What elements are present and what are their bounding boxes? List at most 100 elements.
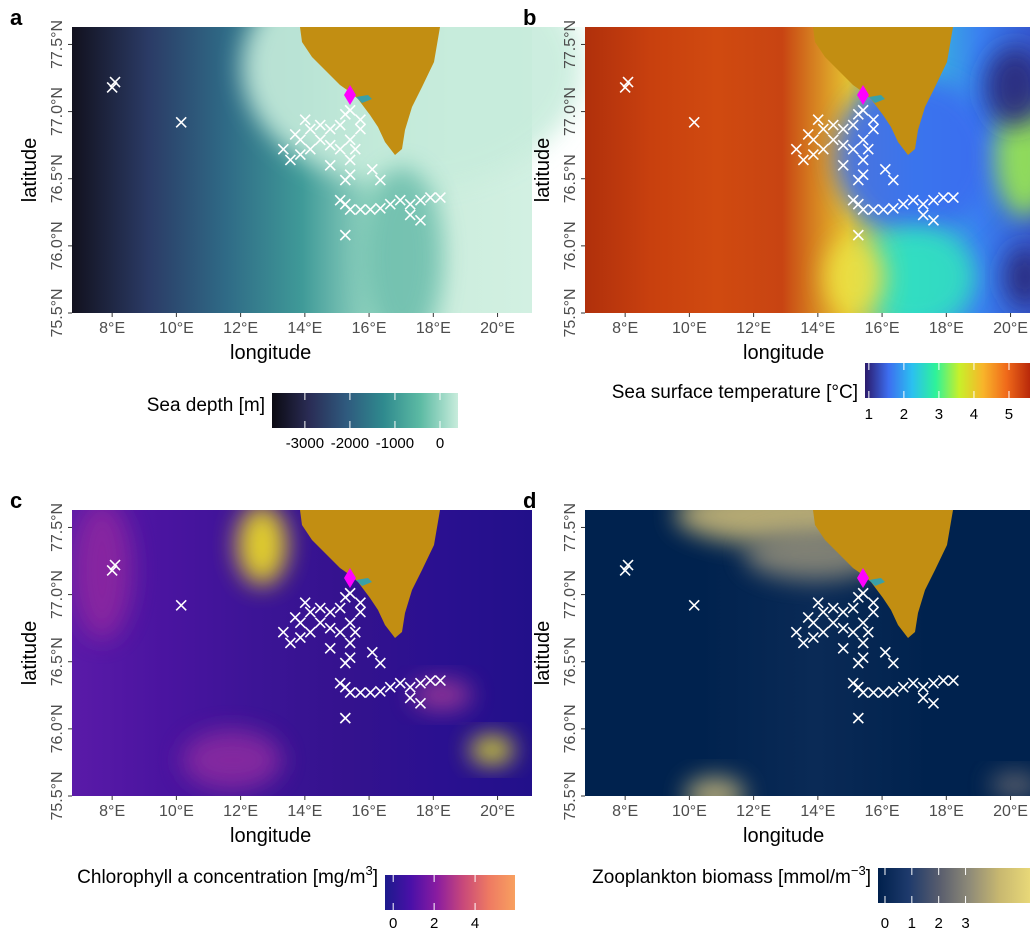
legend-title: Zooplankton biomass [mmol/m−3] — [592, 863, 871, 888]
y-tick-label: 76.5°N — [562, 154, 579, 203]
station-marker — [827, 134, 839, 146]
station-marker — [879, 646, 891, 658]
colorbar — [878, 868, 1030, 903]
x-tick-label: 20°E — [480, 803, 515, 820]
station-marker — [862, 626, 874, 638]
station-marker — [374, 685, 386, 697]
station-marker — [857, 104, 869, 116]
y-tick-label: 75.5°N — [562, 771, 579, 820]
y-tick-label: 76.0°N — [562, 704, 579, 753]
station-marker — [304, 123, 316, 135]
station-marker — [324, 606, 336, 618]
station-marker — [349, 626, 361, 638]
station-marker — [802, 611, 814, 623]
colorbar — [272, 393, 458, 428]
x-tick-label: 8°E — [99, 320, 125, 337]
station-marker — [852, 229, 864, 241]
y-axis-label: latitude — [532, 621, 554, 686]
station-marker — [354, 123, 366, 135]
station-marker — [688, 599, 700, 611]
station-marker — [414, 214, 427, 226]
station-marker — [394, 194, 406, 206]
x-tick-label: 16°E — [865, 320, 900, 337]
station-marker — [837, 123, 849, 135]
station-marker — [294, 148, 306, 161]
y-tick-label: 76.0°N — [562, 221, 579, 270]
station-marker — [817, 123, 829, 135]
colorbar-tick-label: -2000 — [331, 435, 369, 452]
station-marker — [304, 143, 316, 155]
legend-title-text: Zooplankton biomass [mmol/m — [592, 867, 851, 888]
station-marker — [927, 194, 940, 206]
station-marker — [344, 204, 356, 216]
map-area — [585, 27, 1030, 313]
map-area — [72, 27, 582, 313]
station-marker — [324, 622, 336, 634]
station-marker — [847, 194, 859, 206]
station-marker — [424, 674, 436, 687]
legend-title-end: ] — [866, 867, 871, 888]
x-tick-label: 8°E — [612, 320, 638, 337]
colorbar-legend: Sea depth [m] -3000 -2000 -1000 0 — [147, 393, 458, 452]
station-marker — [344, 617, 356, 629]
station-marker — [344, 587, 356, 599]
station-marker — [947, 191, 959, 204]
station-marker — [797, 637, 809, 649]
station-marker — [344, 104, 356, 116]
station-marker — [404, 209, 416, 221]
station-marker — [314, 134, 326, 146]
station-marker — [807, 148, 819, 161]
y-tick-label: 76.5°N — [562, 637, 579, 686]
x-tick-label: 16°E — [865, 803, 900, 820]
station-marker — [384, 198, 396, 210]
station-marker — [334, 119, 346, 131]
x-tick-label: 18°E — [929, 320, 964, 337]
station-marker — [887, 657, 899, 669]
x-tick-label: 8°E — [612, 803, 638, 820]
station-marker — [277, 143, 289, 155]
y-tick-label: 75.5°N — [49, 288, 66, 337]
colorbar-legend: Zooplankton biomass [mmol/m−3] 0 1 2 3 — [592, 863, 1030, 932]
fjord — [356, 578, 372, 586]
map-panel: 8°E 10°E 12°E 14°E 16°E 18°E 20°E 75.5°N 76.0°N 7… — [532, 20, 1030, 364]
station-marker — [812, 114, 824, 126]
station-marker — [897, 681, 909, 693]
station-marker — [857, 617, 869, 629]
station-marker — [817, 626, 829, 638]
fjord — [869, 95, 885, 103]
map-patch — [990, 773, 1030, 796]
station-marker — [907, 677, 919, 689]
station-marker — [434, 674, 446, 687]
station-marker — [847, 602, 859, 614]
station-marker — [837, 642, 849, 654]
station-marker — [688, 116, 700, 128]
station-marker — [354, 597, 366, 609]
station-marker — [862, 143, 874, 155]
y-tick-label: 76.5°N — [49, 637, 66, 686]
colorbar-tick-label: 4 — [970, 406, 978, 423]
map-patch — [995, 97, 1030, 217]
map-patch — [237, 510, 287, 585]
colorbar — [865, 363, 1030, 398]
station-marker — [917, 198, 929, 210]
x-tick-label: 10°E — [672, 320, 707, 337]
x-tick-label: 20°E — [993, 803, 1028, 820]
station-marker — [817, 606, 829, 618]
station-marker — [897, 198, 909, 210]
y-tick-label: 77.5°N — [49, 20, 66, 69]
station-marker — [887, 685, 899, 697]
panel-letter: b — [523, 5, 536, 30]
station-marker — [354, 606, 366, 618]
x-tick-label: 12°E — [223, 803, 258, 820]
station-marker — [324, 139, 336, 151]
station-marker — [867, 606, 879, 618]
station-marker — [364, 687, 376, 699]
station-marker — [927, 697, 940, 709]
station-marker — [304, 626, 316, 638]
colorbar-tick-label: 2 — [900, 406, 908, 423]
map-panel: 8°E 10°E 12°E 14°E 16°E 18°E 20°E 75.5°N 76.0°N 7… — [532, 503, 1030, 847]
map-panel: 8°E 10°E 12°E 14°E 16°E 18°E 20°E 75.5°N 76.0°N 7… — [19, 20, 582, 364]
x-tick-label: 14°E — [800, 803, 835, 820]
x-tick-label: 8°E — [99, 803, 125, 820]
harbour-marker — [857, 85, 869, 105]
